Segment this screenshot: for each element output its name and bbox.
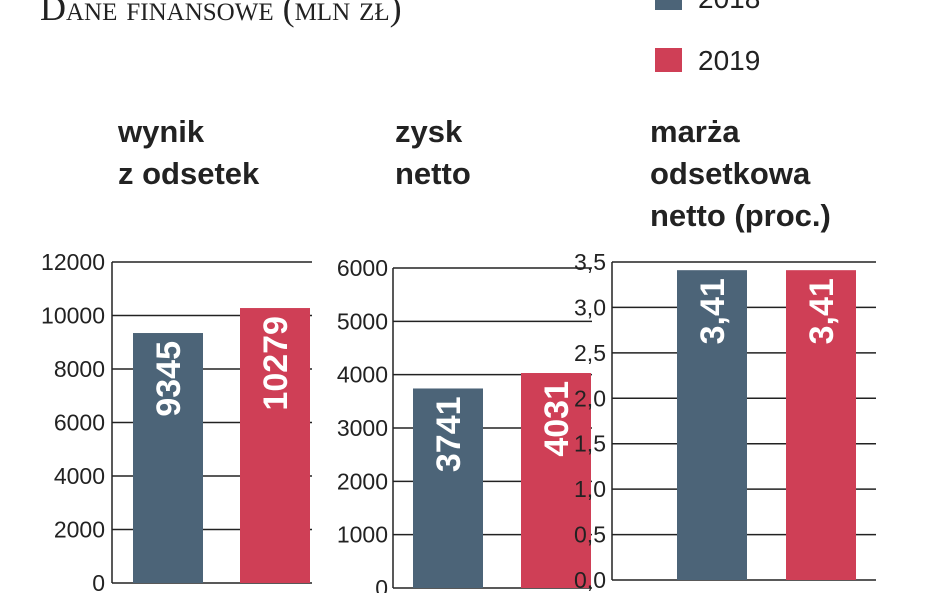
y-tick-label: 2,0 bbox=[574, 385, 606, 411]
bar bbox=[133, 333, 203, 583]
y-tick-label: 2000 bbox=[54, 517, 105, 543]
y-tick-label: 10000 bbox=[41, 303, 105, 329]
legend-label: 2019 bbox=[698, 45, 760, 76]
value-label: 3741 bbox=[430, 396, 468, 472]
y-tick-label: 4000 bbox=[54, 463, 105, 489]
y-tick-label: 0 bbox=[375, 575, 388, 593]
legend-label: 2018 bbox=[698, 0, 760, 14]
bar bbox=[413, 388, 483, 588]
value-label: 3,41 bbox=[694, 278, 732, 344]
chart-title: z odsetek bbox=[118, 156, 260, 191]
y-tick-label: 3,0 bbox=[574, 294, 606, 320]
y-tick-label: 1000 bbox=[337, 522, 388, 548]
y-tick-label: 4000 bbox=[337, 362, 388, 388]
legend-swatch bbox=[655, 48, 682, 72]
bar bbox=[677, 270, 747, 580]
value-label: 3,41 bbox=[803, 278, 841, 344]
y-tick-label: 6000 bbox=[54, 410, 105, 436]
bar bbox=[521, 373, 591, 588]
y-tick-label: 1,5 bbox=[574, 431, 606, 457]
y-tick-label: 2000 bbox=[337, 468, 388, 494]
chart-title: odsetkowa bbox=[650, 156, 811, 191]
y-tick-label: 8000 bbox=[54, 356, 105, 382]
y-tick-label: 0,5 bbox=[574, 522, 606, 548]
chart-title: netto (proc.) bbox=[650, 198, 831, 233]
chart-title: netto bbox=[395, 156, 471, 191]
page-title: Dane finansowe (mln zł) bbox=[40, 0, 402, 28]
chart-title: wynik bbox=[117, 114, 205, 149]
bar bbox=[786, 270, 856, 580]
chart-title: zysk bbox=[395, 114, 463, 149]
y-tick-label: 3,5 bbox=[574, 249, 606, 275]
y-tick-label: 2,5 bbox=[574, 340, 606, 366]
y-tick-label: 6000 bbox=[337, 255, 388, 281]
y-tick-label: 1,0 bbox=[574, 476, 606, 502]
bar bbox=[240, 308, 310, 583]
y-tick-label: 12000 bbox=[41, 249, 105, 275]
chart-title: marża bbox=[650, 114, 740, 149]
value-label: 4031 bbox=[538, 381, 576, 457]
y-tick-label: 3000 bbox=[337, 415, 388, 441]
y-tick-label: 0 bbox=[92, 570, 105, 593]
y-tick-label: 0,0 bbox=[574, 567, 606, 593]
legend-swatch bbox=[655, 0, 682, 10]
value-label: 9345 bbox=[150, 341, 188, 417]
value-label: 10279 bbox=[257, 316, 295, 411]
y-tick-label: 5000 bbox=[337, 308, 388, 334]
